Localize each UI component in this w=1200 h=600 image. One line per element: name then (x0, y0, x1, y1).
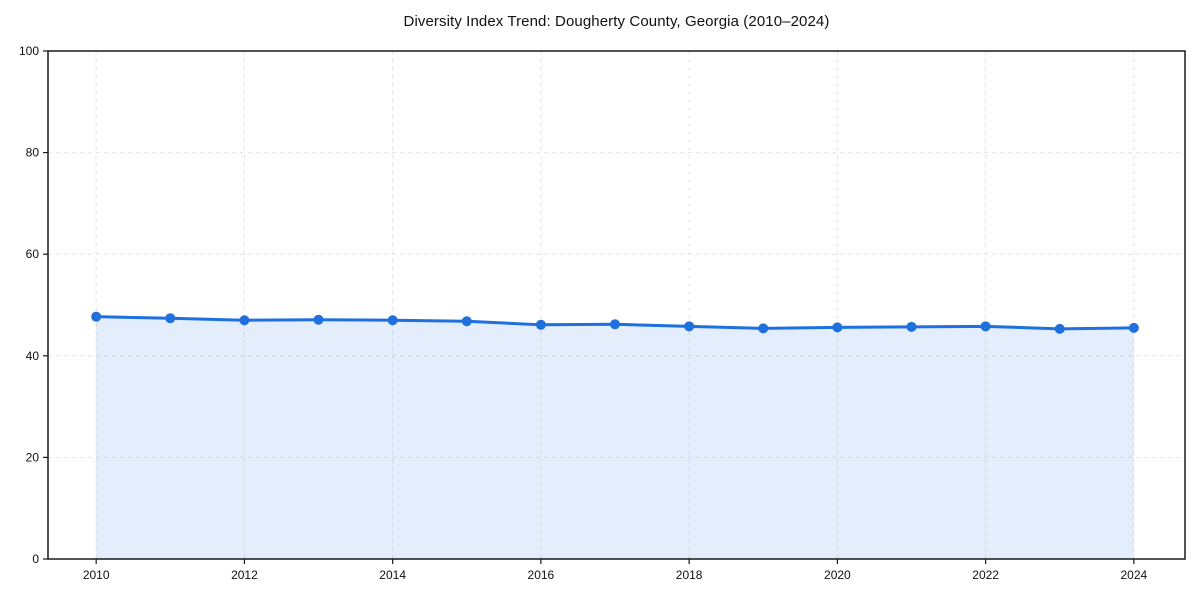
y-tick-label: 20 (26, 450, 40, 464)
x-tick-label: 2022 (972, 568, 999, 582)
chart-title: Diversity Index Trend: Dougherty County,… (403, 13, 830, 30)
x-tick-label: 2014 (379, 568, 406, 582)
data-point-2018 (684, 321, 695, 332)
y-tick-label: 60 (26, 247, 40, 261)
x-tick-label: 2020 (824, 568, 851, 582)
data-point-2023 (1054, 323, 1065, 334)
y-tick-label: 0 (32, 552, 39, 566)
x-tick-label: 2010 (83, 568, 110, 582)
data-point-2015 (461, 316, 472, 327)
y-tick-label: 100 (19, 44, 39, 58)
x-tick-label: 2018 (676, 568, 703, 582)
data-point-2013 (313, 314, 324, 325)
x-tick-label: 2024 (1121, 568, 1148, 582)
data-point-2010 (91, 311, 102, 322)
data-point-2014 (387, 315, 398, 326)
data-point-2016 (535, 319, 546, 330)
data-point-2020 (832, 322, 843, 333)
data-point-2011 (165, 313, 176, 324)
y-tick-label: 80 (26, 146, 40, 160)
plot-border (47, 50, 1186, 560)
data-point-2021 (906, 321, 917, 332)
x-tick-label: 2016 (528, 568, 555, 582)
data-point-2022 (980, 321, 991, 332)
data-point-2017 (610, 319, 621, 330)
area-fill (96, 316, 1134, 559)
x-tick-label: 2012 (231, 568, 258, 582)
data-point-2024 (1128, 322, 1139, 333)
data-point-2019 (758, 323, 769, 334)
y-tick-label: 40 (26, 349, 40, 363)
data-point-2012 (239, 315, 250, 326)
